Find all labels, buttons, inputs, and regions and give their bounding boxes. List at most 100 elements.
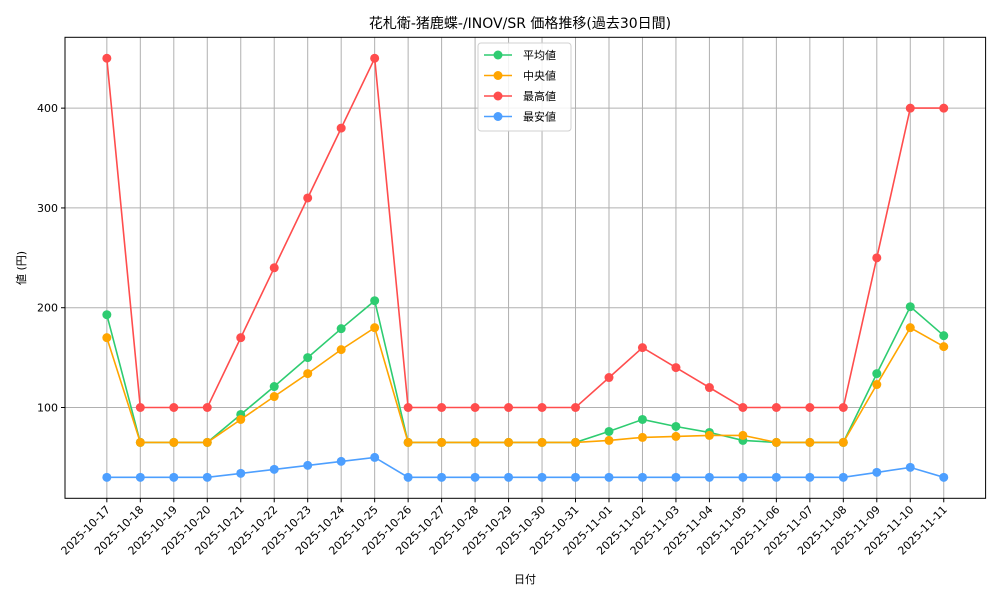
legend-label: 平均値 (523, 49, 556, 62)
data-point-marker (872, 369, 882, 379)
data-point-marker (236, 414, 246, 424)
legend-label: 最安値 (523, 110, 556, 124)
data-point-marker (303, 193, 313, 203)
data-point-marker (939, 472, 949, 482)
legend-label: 中央値 (523, 70, 556, 83)
data-point-marker (102, 333, 112, 343)
data-point-marker (671, 472, 681, 482)
legend-marker-icon (493, 91, 503, 101)
data-point-marker (637, 414, 647, 424)
data-point-marker (905, 302, 915, 312)
data-point-marker (571, 402, 581, 412)
data-point-marker (303, 460, 313, 470)
data-point-marker (504, 402, 514, 412)
data-point-marker (269, 392, 279, 402)
data-point-marker (905, 323, 915, 333)
data-point-marker (537, 472, 547, 482)
data-point-marker (202, 437, 212, 447)
data-point-marker (135, 402, 145, 412)
data-point-marker (905, 462, 915, 472)
data-point-marker (303, 353, 313, 363)
data-point-marker (236, 333, 246, 343)
data-point-marker (403, 472, 413, 482)
data-point-marker (470, 437, 480, 447)
data-point-marker (102, 310, 112, 320)
data-point-marker (704, 472, 714, 482)
data-point-marker (571, 472, 581, 482)
legend-marker-icon (493, 71, 503, 80)
y-axis: 100 200 300 400 (37, 102, 65, 414)
data-point-marker (370, 323, 380, 333)
data-point-marker (403, 402, 413, 412)
data-point-marker (872, 467, 882, 477)
data-point-marker (336, 345, 346, 355)
data-point-marker (504, 472, 514, 482)
legend-item: 中央値 (484, 70, 556, 83)
data-point-marker (838, 437, 848, 447)
data-point-marker (704, 430, 714, 440)
data-point-marker (202, 402, 212, 412)
data-point-marker (939, 331, 949, 341)
data-point-marker (269, 464, 279, 474)
data-point-marker (872, 253, 882, 263)
data-point-marker (470, 402, 480, 412)
data-point-marker (671, 363, 681, 373)
legend-label: 最高値 (523, 89, 556, 103)
y-tick-label: 300 (37, 202, 58, 215)
series-最安値 (102, 452, 949, 482)
legend-box (477, 42, 572, 132)
legend-marker-icon (493, 112, 503, 121)
legend-item: 最高値 (484, 89, 556, 103)
data-point-marker (905, 103, 915, 113)
data-point-marker (470, 472, 480, 482)
data-point-marker (437, 402, 447, 412)
data-point-marker (370, 296, 380, 306)
data-point-marker (269, 263, 279, 273)
data-point-marker (102, 472, 112, 482)
data-point-marker (771, 472, 781, 482)
data-point-marker (637, 343, 647, 353)
legend-item: 最安値 (484, 110, 556, 124)
y-axis-label: 値 (円) (15, 251, 28, 285)
data-point-marker (872, 380, 882, 390)
data-point-marker (403, 437, 413, 447)
data-point-marker (604, 426, 614, 436)
data-point-marker (370, 452, 380, 462)
data-point-marker (537, 437, 547, 447)
data-point-marker (805, 402, 815, 412)
data-point-marker (738, 472, 748, 482)
data-point-marker (336, 324, 346, 334)
data-point-marker (236, 468, 246, 478)
y-tick-label: 200 (37, 302, 58, 315)
series-最高値 (102, 53, 949, 412)
data-point-marker (671, 431, 681, 441)
y-tick-label: 100 (37, 401, 58, 414)
data-point-marker (939, 342, 949, 352)
data-point-marker (805, 472, 815, 482)
series-line (106, 299, 945, 444)
data-point-marker (537, 402, 547, 412)
data-point-marker (571, 437, 581, 447)
data-point-marker (704, 383, 714, 393)
x-axis: 2025-10-172025-10-182025-10-192025-10-20… (59, 498, 950, 558)
data-point-marker (202, 472, 212, 482)
data-point-marker (604, 373, 614, 383)
data-point-marker (637, 472, 647, 482)
data-point-marker (437, 437, 447, 447)
data-point-marker (437, 472, 447, 482)
data-point-marker (604, 435, 614, 445)
series-中央値 (102, 323, 949, 447)
data-point-marker (838, 402, 848, 412)
legend-marker-icon (493, 50, 503, 60)
data-point-marker (939, 103, 949, 113)
grid-lines (65, 37, 986, 499)
data-point-marker (269, 382, 279, 392)
chart-title: 花札衛-猪鹿蝶-/INOV/SR 価格推移(過去30日間) (369, 15, 671, 32)
data-point-marker (771, 437, 781, 447)
data-point-marker (135, 437, 145, 447)
data-point-marker (370, 53, 380, 63)
series-平均値 (102, 296, 949, 447)
